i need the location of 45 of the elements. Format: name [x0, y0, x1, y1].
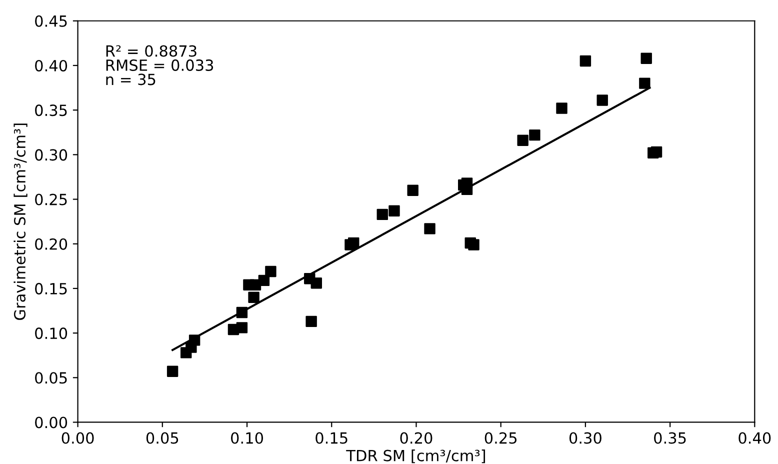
- x-tick-label: 0.20: [400, 432, 432, 444]
- x-tick-label: 0.30: [569, 432, 602, 444]
- y-tick-label: 0.30: [35, 149, 68, 161]
- point: [529, 129, 540, 141]
- y-tick-label: 0.40: [35, 60, 68, 72]
- x-tick-label: 0.40: [738, 432, 771, 444]
- y-tick-label: 0.10: [35, 328, 68, 340]
- y-tick-label: 0.45: [35, 15, 67, 27]
- y-tick-label: 0.35: [35, 104, 67, 116]
- x-tick-label: 0.25: [484, 432, 517, 444]
- y-tick-label: 0.00: [35, 416, 68, 428]
- point: [348, 237, 360, 249]
- point: [468, 239, 480, 250]
- point: [407, 184, 418, 196]
- point: [580, 55, 592, 67]
- point: [650, 146, 662, 158]
- point: [596, 94, 608, 106]
- point: [640, 52, 652, 64]
- point: [424, 223, 436, 234]
- y-axis-title: Gravimetric SM [cm³/cm³]: [14, 124, 28, 320]
- point: [258, 274, 270, 286]
- annotation: R² = 0.8873 RMSE = 0.033 n = 35: [106, 45, 214, 86]
- point: [265, 266, 276, 278]
- x-tick-label: 0.10: [231, 432, 264, 444]
- y-tick-label: 0.05: [35, 372, 67, 384]
- x-tick-label: 0.15: [316, 432, 348, 444]
- x-tick-label: 0.35: [654, 432, 686, 444]
- y-tick-label: 0.20: [35, 238, 68, 250]
- point: [556, 102, 568, 114]
- point: [310, 277, 322, 289]
- y-tick-label: 0.15: [35, 282, 67, 294]
- y-tick-label: 0.25: [35, 194, 67, 206]
- point: [166, 366, 178, 378]
- x-tick-label: 0.00: [62, 432, 94, 444]
- point: [639, 78, 650, 89]
- point: [388, 205, 400, 216]
- point: [188, 334, 200, 346]
- point: [306, 316, 317, 328]
- point: [236, 322, 248, 334]
- point: [248, 292, 260, 303]
- x-tick-label: 0.05: [146, 432, 178, 444]
- point: [517, 134, 528, 146]
- point: [376, 208, 388, 220]
- point: [236, 306, 248, 318]
- x-axis-title: TDR SM [cm³/cm³]: [346, 450, 486, 464]
